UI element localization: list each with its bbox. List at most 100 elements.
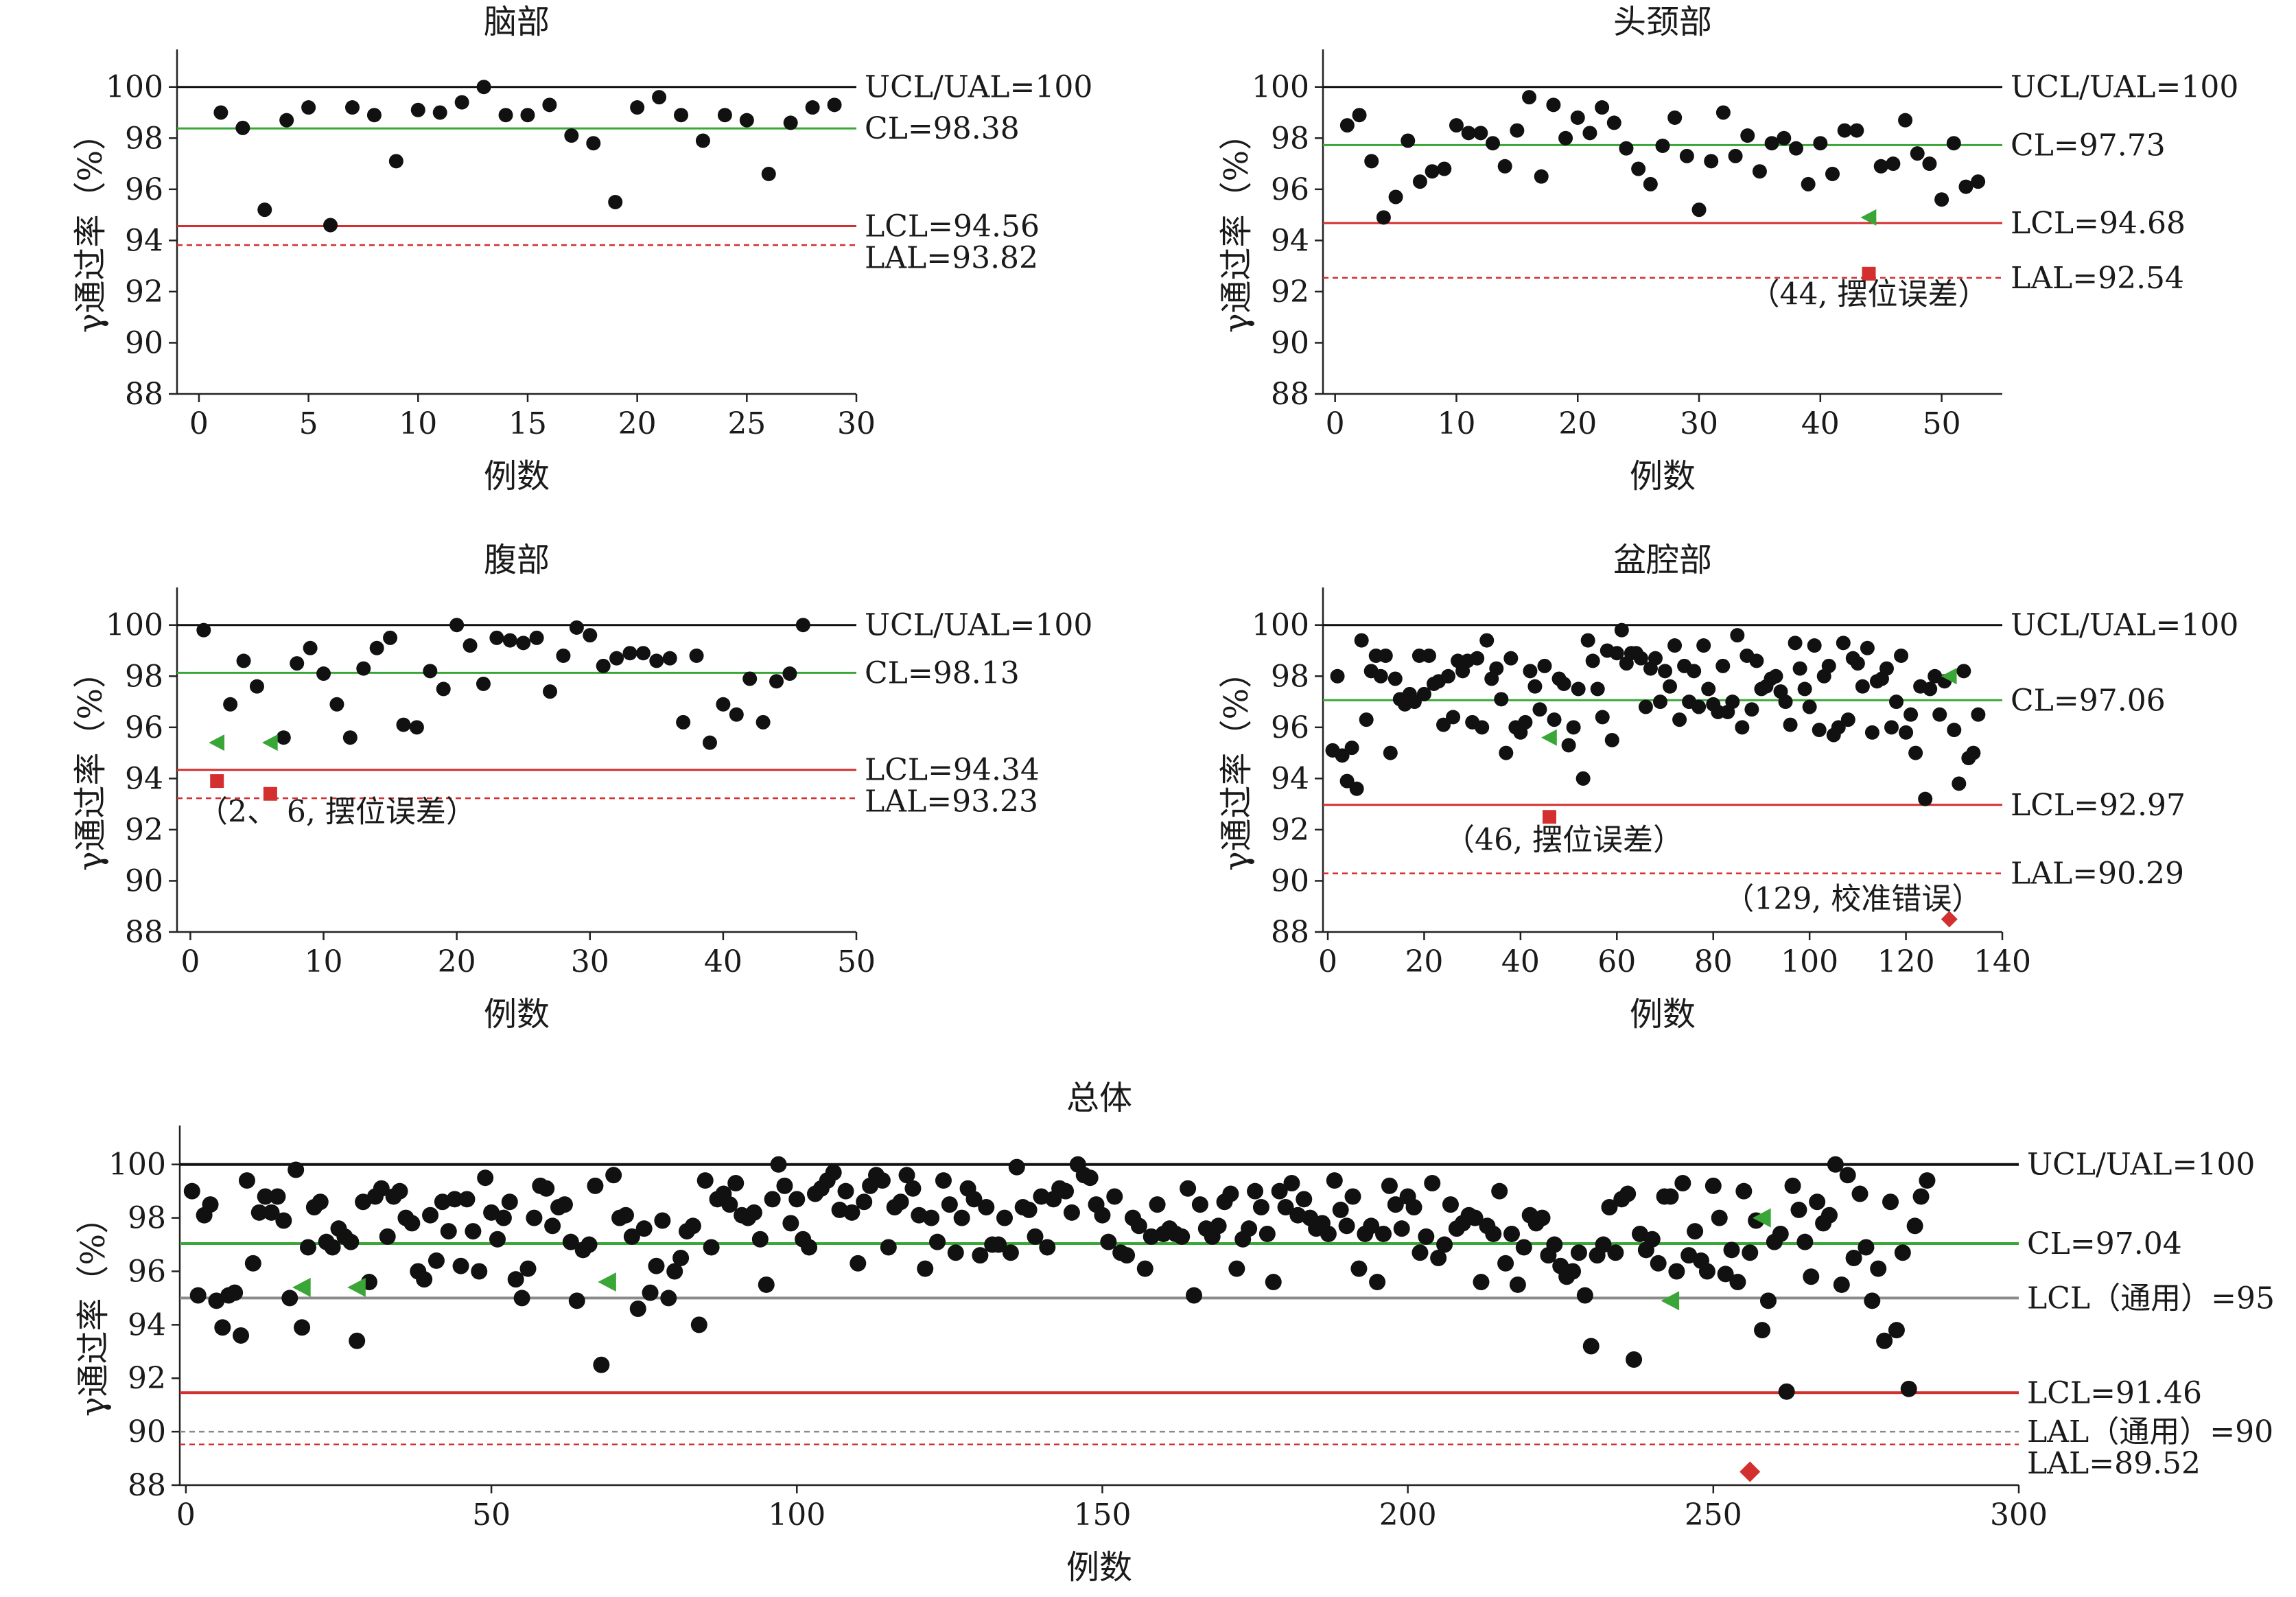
- data-point: [892, 1193, 909, 1211]
- ref-label-lcl: LCL=94.34: [865, 753, 1040, 788]
- data-point: [1027, 1228, 1044, 1245]
- data-point: [1715, 658, 1731, 673]
- data-point: [642, 1284, 659, 1301]
- data-point: [1571, 681, 1586, 697]
- data-point: [1296, 1191, 1313, 1208]
- data-point: [1369, 1274, 1386, 1291]
- data-point: [432, 105, 447, 120]
- data-point: [526, 1209, 543, 1226]
- data-point: [1561, 738, 1576, 753]
- data-point: [257, 202, 272, 218]
- data-point: [1735, 720, 1750, 735]
- y-tick-label: 100: [1252, 608, 1309, 643]
- data-point: [917, 1260, 934, 1277]
- flag-marker-square: [1543, 810, 1556, 824]
- data-point: [1497, 1255, 1514, 1272]
- data-point: [690, 1316, 707, 1333]
- data-point: [189, 1287, 207, 1304]
- data-point: [880, 1239, 897, 1256]
- x-tick-label: 20: [618, 406, 657, 441]
- x-tick-label: 120: [1877, 944, 1935, 979]
- data-point: [662, 651, 677, 666]
- data-point: [1821, 658, 1836, 673]
- data-point: [507, 1271, 524, 1288]
- data-point: [1768, 668, 1783, 684]
- data-point: [1424, 1174, 1441, 1191]
- data-point: [1136, 1260, 1153, 1277]
- data-point: [281, 1290, 298, 1307]
- data-point: [1704, 154, 1719, 169]
- data-point: [477, 1169, 494, 1187]
- data-point: [1437, 161, 1452, 176]
- data-point: [1662, 1188, 1679, 1205]
- x-tick-label: 0: [1318, 944, 1337, 979]
- data-point: [1802, 699, 1817, 714]
- data-point: [990, 1236, 1007, 1253]
- data-point: [1547, 712, 1562, 727]
- x-tick-label: 100: [1781, 944, 1838, 979]
- data-point: [1503, 651, 1519, 666]
- ref-label-lcl: LCL=94.68: [2011, 206, 2186, 241]
- data-point: [609, 651, 624, 666]
- x-tick-label: 300: [1990, 1497, 2048, 1532]
- data-point: [279, 113, 294, 128]
- data-point: [1934, 192, 1949, 207]
- flag-marker-triangle: [292, 1277, 311, 1297]
- data-point: [1352, 108, 1367, 123]
- data-point: [1744, 702, 1759, 717]
- data-point: [476, 80, 491, 95]
- data-point: [1510, 123, 1525, 138]
- data-point: [409, 720, 424, 735]
- flag-marker-square: [263, 786, 277, 801]
- y-tick-label: 88: [125, 915, 163, 950]
- data-point: [1643, 176, 1658, 191]
- data-point: [1850, 656, 1865, 671]
- data-point: [1373, 668, 1388, 684]
- data-point: [1412, 174, 1427, 189]
- data-point: [1922, 156, 1937, 172]
- data-point: [850, 1255, 867, 1272]
- data-point: [1778, 1383, 1795, 1400]
- data-point: [1470, 651, 1485, 666]
- data-point: [495, 1209, 512, 1226]
- data-point: [1809, 1193, 1826, 1211]
- data-point: [676, 714, 691, 730]
- data-point: [1585, 653, 1600, 668]
- data-point: [568, 1292, 585, 1309]
- data-point: [1057, 1182, 1075, 1200]
- ref-label-cl: CL=97.04: [2027, 1226, 2182, 1261]
- ref-label-general: LCL（通用）=95: [2027, 1281, 2275, 1316]
- data-point: [1416, 686, 1431, 701]
- data-point: [1359, 712, 1374, 727]
- x-tick-label: 5: [299, 406, 318, 441]
- data-point: [1436, 717, 1451, 732]
- data-point: [1271, 1182, 1288, 1200]
- data-point: [1889, 695, 1904, 710]
- panel-head-neck: 头颈部 88 90 92 94 96 98 100 0 10 20 30 40 50 例数 γ通过率（%） UC…: [1217, 3, 2238, 496]
- y-tick-label: 92: [128, 1361, 166, 1396]
- x-tick-label: 0: [189, 406, 209, 441]
- data-point: [1582, 126, 1597, 141]
- flag-marker-triangle: [1941, 668, 1957, 685]
- x-tick-label: 50: [1923, 406, 1961, 441]
- data-point: [1609, 646, 1624, 661]
- ref-label-lcl: LCL=94.56: [865, 209, 1040, 244]
- ref-label-lcl: LCL=91.46: [2027, 1375, 2202, 1410]
- data-point: [1638, 699, 1653, 714]
- data-point: [1509, 1276, 1526, 1293]
- data-point: [1149, 1196, 1166, 1213]
- data-point: [1186, 1287, 1203, 1304]
- data-point: [703, 1239, 720, 1256]
- data-point: [827, 97, 842, 113]
- data-point: [416, 1271, 433, 1288]
- y-tick-label: 100: [108, 1147, 166, 1182]
- data-point: [1320, 1225, 1337, 1242]
- y-tick-label: 90: [125, 863, 163, 898]
- data-point: [422, 1207, 439, 1224]
- data-point: [1039, 1239, 1056, 1256]
- x-tick-label: 200: [1379, 1497, 1437, 1532]
- x-tick-label: 40: [704, 944, 742, 979]
- data-point: [519, 1260, 537, 1277]
- data-point: [1813, 136, 1828, 151]
- data-point: [1906, 1217, 1923, 1235]
